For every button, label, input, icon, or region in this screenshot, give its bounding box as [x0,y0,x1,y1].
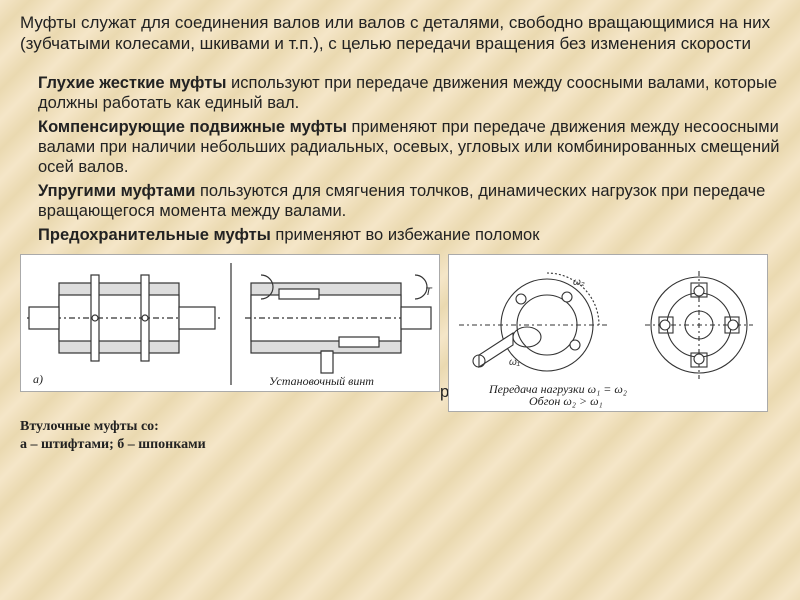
label-a: a) [33,372,43,387]
term-1: Глухие жесткие муфты [38,74,226,92]
svg-text:T: T [425,286,433,298]
bushing-svg: T [21,255,441,393]
label-install-screw: Установочный винт [269,374,374,389]
caption-line2: а – штифтами; б – шпонками [20,436,780,454]
figures-row: T a) Установочный винт [20,254,780,412]
paragraph-3: Упругими муфтами пользуются для смягчени… [38,181,780,221]
term-4: Предохранительные муфты [38,226,271,244]
paragraph-1: Глухие жесткие муфты используют при пере… [38,73,780,113]
intro-text: Муфты служат для соединения валов или ва… [20,12,780,55]
omega2-label: ω₂ [573,277,585,288]
figure-bushing-couplings: T a) Установочный винт [20,254,440,392]
desc-4: применяют во избежание поломок [271,226,540,244]
figure-caption: Втулочные муфты со: а – штифтами; б – шп… [20,418,780,454]
term-3: Упругими муфтами [38,182,195,200]
overrun-note: Обгон ω₂ > ω₁ [529,394,603,409]
caption-line1: Втулочные муфты со: [20,418,780,436]
paragraph-4: Предохранительные муфты применяют во изб… [38,225,780,245]
omega1-label: ω₁ [509,357,520,368]
paragraph-2: Компенсирующие подвижные муфты применяют… [38,117,780,177]
term-2: Компенсирующие подвижные муфты [38,118,347,136]
figure-overrun-clutch: ω₂ ω₁ Передача нагрузки ω₁ = ω₂ Обгон ω₂… [448,254,768,412]
